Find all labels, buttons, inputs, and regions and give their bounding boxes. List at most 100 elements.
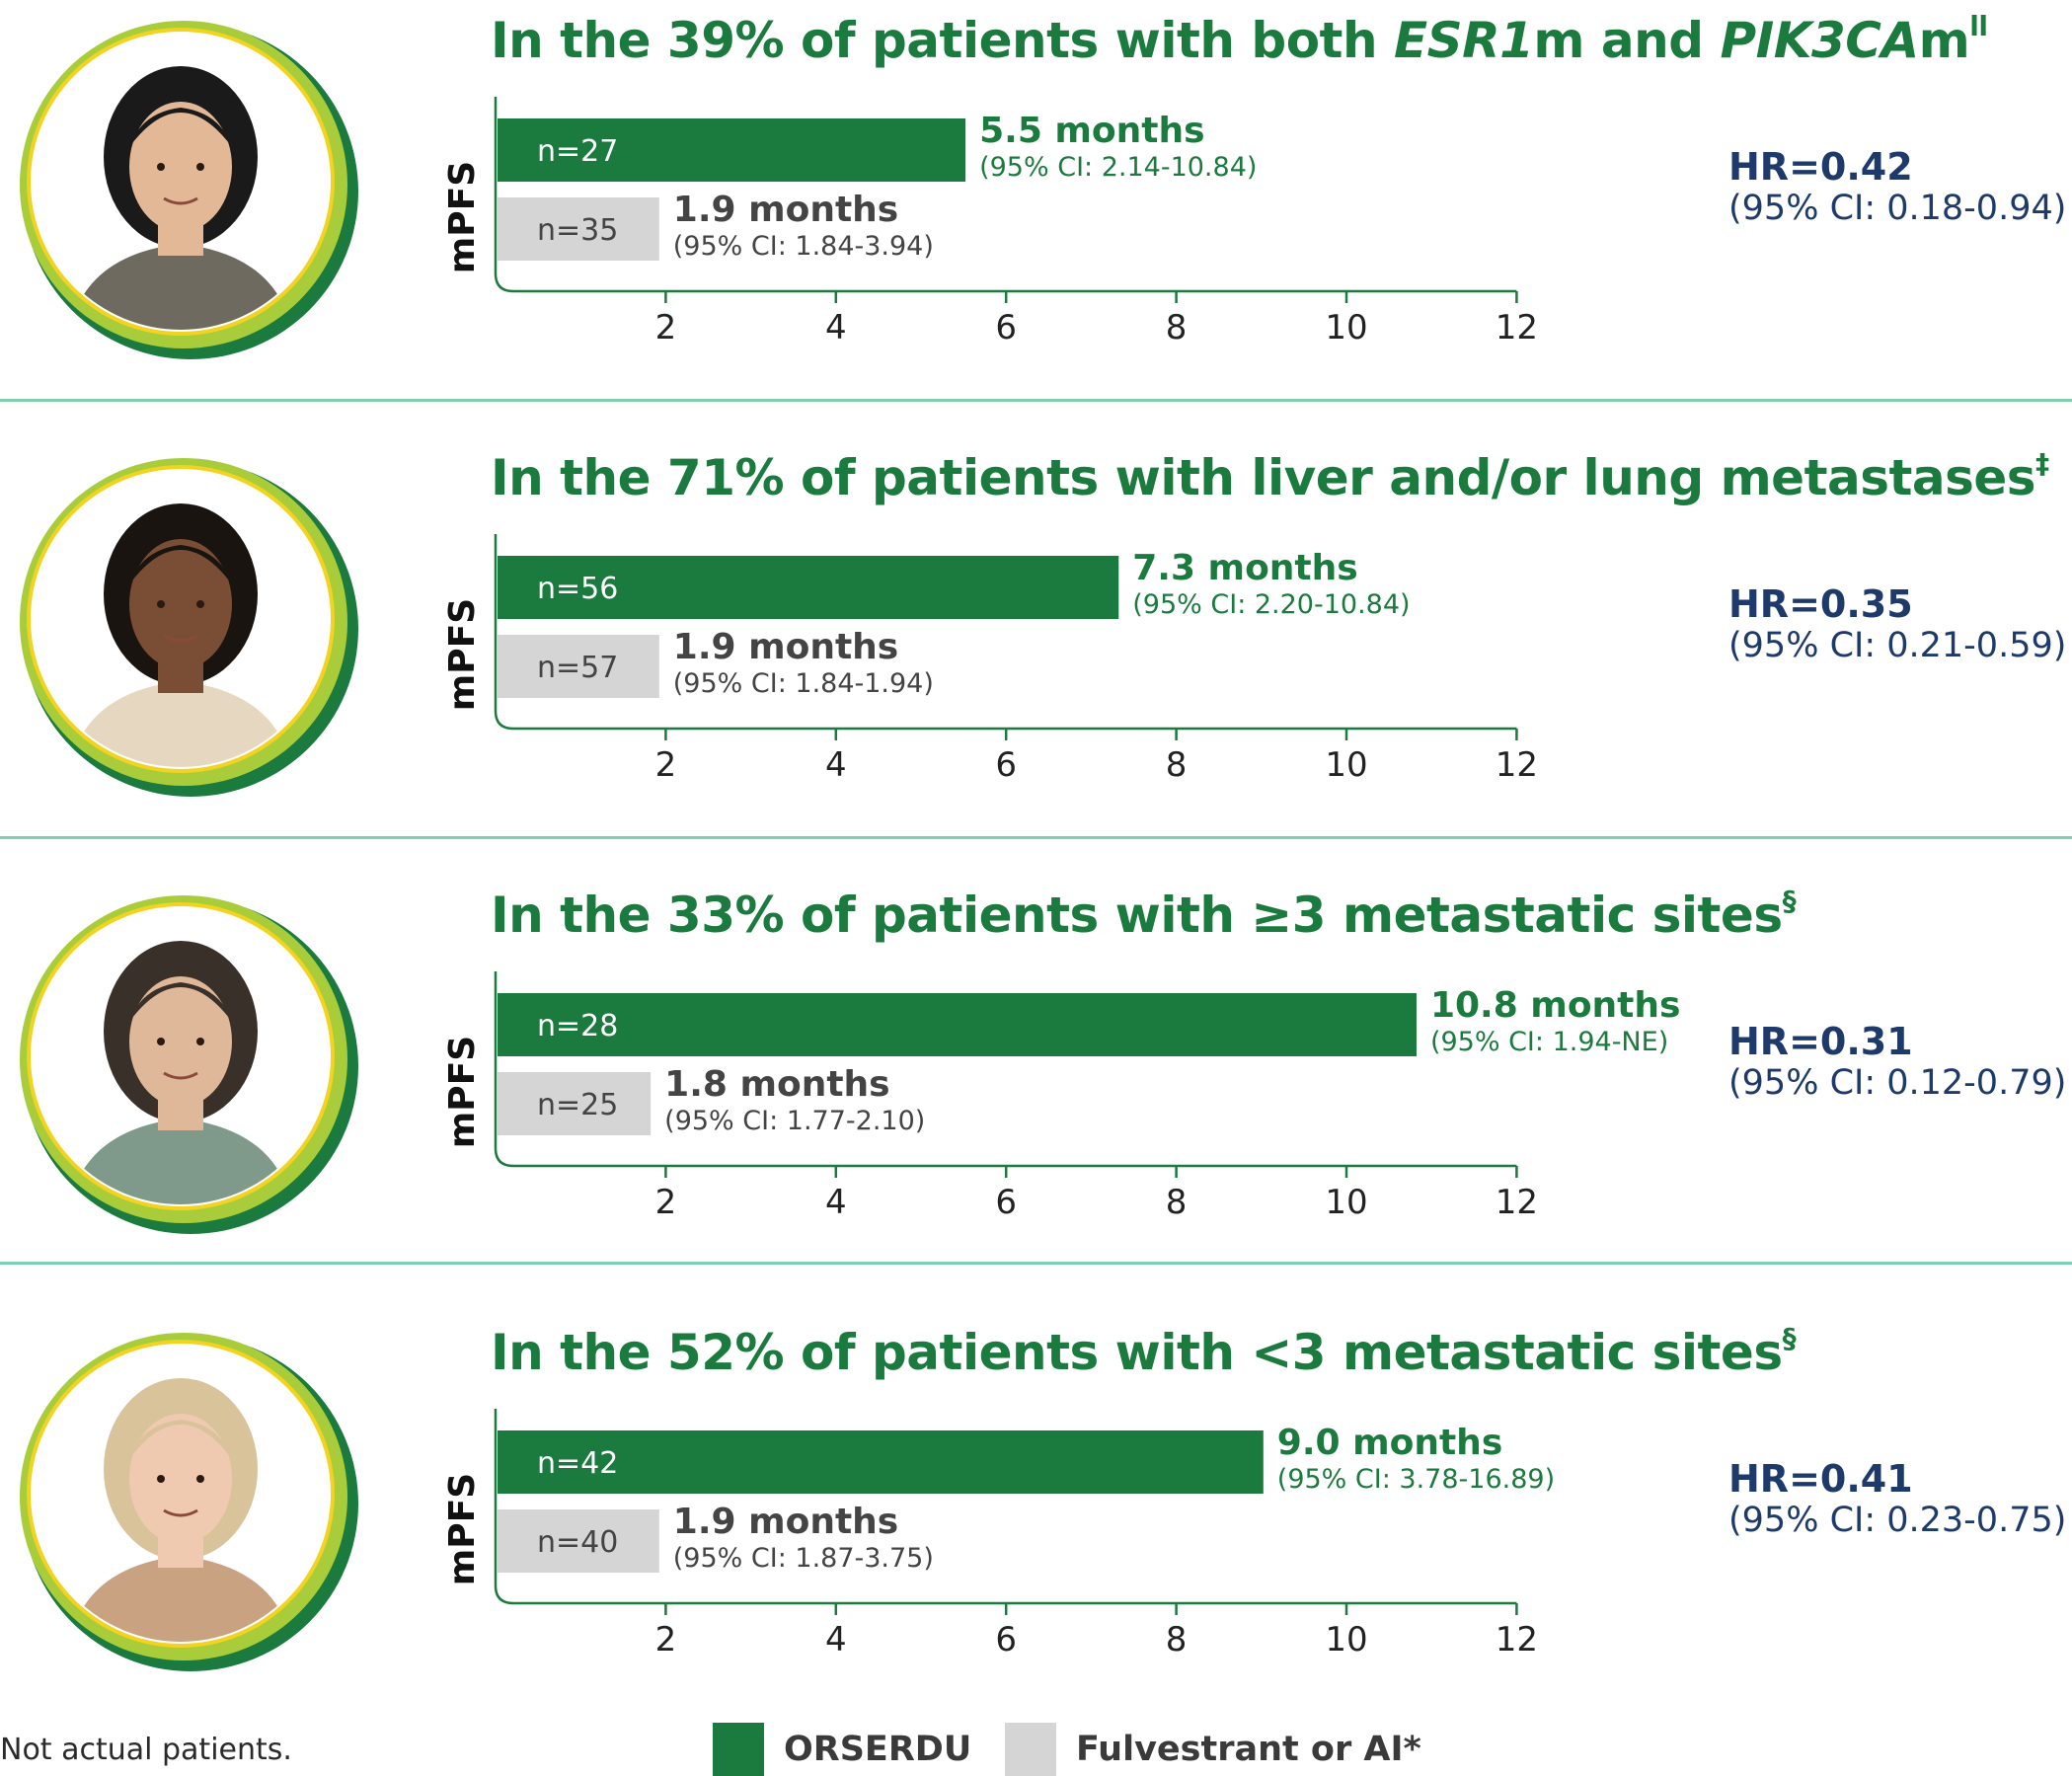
bar-n-label: n=35 bbox=[537, 213, 618, 248]
patient-photo bbox=[20, 458, 358, 797]
x-tick-label: 6 bbox=[995, 1620, 1017, 1660]
legend-swatch-orserdu bbox=[713, 1723, 764, 1776]
x-tick-label: 4 bbox=[825, 308, 847, 347]
legend-orserdu: ORSERDU bbox=[713, 1723, 971, 1776]
eye-left bbox=[157, 1038, 165, 1045]
y-axis-label: mPFS bbox=[442, 598, 483, 711]
bar-value-label: 5.5 months bbox=[979, 111, 1204, 151]
bar-ci-label: (95% CI: 2.14-10.84) bbox=[979, 152, 1257, 183]
hazard-ratio-block: HR=0.41 (95% CI: 0.23-0.75) bbox=[1728, 1458, 2067, 1541]
eye-right bbox=[196, 1038, 204, 1045]
title-fragment: PIK3CA bbox=[1720, 12, 1919, 69]
title-fragment: In the 52% of patients with <3 metastati… bbox=[491, 1324, 1783, 1381]
bar-ci-label: (95% CI: 2.20-10.84) bbox=[1132, 589, 1410, 620]
hazard-ratio-value: HR=0.31 bbox=[1728, 1020, 1913, 1063]
bar-orserdu bbox=[498, 1430, 1264, 1494]
panel-title: In the 39% of patients with both ESR1m a… bbox=[491, 10, 1988, 69]
x-tick-label: 4 bbox=[825, 1183, 847, 1222]
eye-left bbox=[157, 163, 165, 171]
hazard-ratio-value: HR=0.42 bbox=[1728, 145, 1913, 189]
bar-orserdu bbox=[498, 556, 1119, 619]
eye-right bbox=[196, 600, 204, 608]
legend-label-comparator: Fulvestrant or AI* bbox=[1076, 1730, 1421, 1769]
hazard-ratio-ci: (95% CI: 0.23-0.75) bbox=[1728, 1501, 2067, 1540]
face bbox=[129, 102, 232, 232]
x-tick-label: 6 bbox=[995, 745, 1017, 785]
x-tick-label: 2 bbox=[655, 1183, 677, 1222]
hazard-ratio-block: HR=0.35 (95% CI: 0.21-0.59) bbox=[1728, 582, 2066, 666]
y-axis-label: mPFS bbox=[442, 1473, 483, 1585]
panel-title: In the 71% of patients with liver and/or… bbox=[491, 447, 2049, 506]
eye-right bbox=[196, 163, 204, 171]
face bbox=[129, 539, 232, 669]
bar-n-label: n=25 bbox=[537, 1088, 618, 1122]
bar-ci-label: (95% CI: 1.94-NE) bbox=[1430, 1027, 1668, 1057]
axis-line bbox=[494, 971, 1517, 1168]
eye-right bbox=[196, 1475, 204, 1483]
patient-photo bbox=[20, 21, 358, 359]
legend-comparator: Fulvestrant or AI* bbox=[1005, 1723, 1421, 1776]
mouth bbox=[163, 1508, 198, 1517]
hair-fringe bbox=[129, 108, 232, 147]
x-tick-label: 8 bbox=[1166, 1183, 1188, 1222]
x-tick-label: 2 bbox=[655, 308, 677, 347]
bar-value-label: 1.8 months bbox=[664, 1064, 889, 1105]
face bbox=[129, 1414, 232, 1544]
bar-ci-label: (95% CI: 1.84-3.94) bbox=[673, 231, 934, 262]
y-axis-label: mPFS bbox=[442, 1036, 483, 1148]
title-fragment: ll bbox=[1969, 10, 1988, 43]
x-tick-label: 2 bbox=[655, 1620, 677, 1660]
subgroup-panel: In the 52% of patients with <3 metastati… bbox=[0, 1312, 2072, 1749]
subgroup-panel: In the 71% of patients with liver and/or… bbox=[0, 437, 2072, 875]
hair-fringe bbox=[129, 982, 232, 1022]
hazard-ratio-value: HR=0.35 bbox=[1728, 582, 1913, 626]
hazard-ratio-block: HR=0.31 (95% CI: 0.12-0.79) bbox=[1728, 1020, 2066, 1104]
bar-value-label: 1.9 months bbox=[673, 190, 898, 230]
bar-n-label: n=42 bbox=[537, 1446, 618, 1481]
bar-value-label: 9.0 months bbox=[1277, 1423, 1502, 1463]
x-tick-label: 4 bbox=[825, 1620, 847, 1660]
x-tick-label: 10 bbox=[1325, 1183, 1367, 1222]
subgroup-panel: In the 39% of patients with both ESR1m a… bbox=[0, 0, 2072, 437]
x-tick-label: 10 bbox=[1325, 745, 1367, 785]
face bbox=[129, 976, 232, 1107]
title-fragment: m bbox=[1918, 12, 1970, 69]
hazard-ratio-ci: (95% CI: 0.18-0.94) bbox=[1728, 189, 2067, 228]
x-tick-label: 6 bbox=[995, 308, 1017, 347]
bar-n-label: n=28 bbox=[537, 1009, 618, 1043]
y-axis-label: mPFS bbox=[442, 161, 483, 273]
bar-comparator bbox=[498, 1072, 652, 1135]
mpfs-chart: mPFS 2 4 6 8 10 12 n=27 5.5 months(95% CI: 2.14-… bbox=[442, 97, 1538, 347]
mpfs-chart: mPFS 2 4 6 8 10 12 n=56 7.3 months(95% CI: 2.20-… bbox=[442, 534, 1538, 785]
bar-n-label: n=27 bbox=[537, 134, 618, 169]
mouth bbox=[163, 1071, 198, 1080]
mpfs-chart: mPFS 2 4 6 8 10 12 n=28 10.8 months(95% CI: 1.94… bbox=[442, 971, 1680, 1222]
axis-line bbox=[494, 1409, 1517, 1605]
mpfs-chart: mPFS 2 4 6 8 10 12 n=42 9.0 months(95% CI: 3.78-… bbox=[442, 1409, 1555, 1660]
title-fragment: In the 33% of patients with ≥3 metastati… bbox=[491, 887, 1783, 944]
mouth bbox=[163, 196, 198, 205]
title-fragment: § bbox=[1782, 885, 1797, 918]
bar-orserdu bbox=[498, 993, 1417, 1056]
x-tick-label: 12 bbox=[1496, 745, 1538, 785]
bar-ci-label: (95% CI: 1.77-2.10) bbox=[664, 1106, 925, 1136]
disclaimer-note: Not actual patients. bbox=[0, 1733, 292, 1767]
x-tick-label: 4 bbox=[825, 745, 847, 785]
bar-value-label: 10.8 months bbox=[1430, 985, 1681, 1026]
title-fragment: m and bbox=[1533, 12, 1721, 69]
title-fragment: § bbox=[1782, 1322, 1797, 1355]
patient-photo bbox=[20, 895, 358, 1234]
bar-comparator bbox=[498, 635, 659, 698]
patient-photo bbox=[20, 1333, 358, 1671]
bar-comparator bbox=[498, 1509, 659, 1573]
bar-n-label: n=57 bbox=[537, 651, 618, 685]
x-tick-label: 2 bbox=[655, 745, 677, 785]
bar-orserdu bbox=[498, 118, 966, 182]
bar-value-label: 1.9 months bbox=[673, 627, 898, 667]
panel-title: In the 52% of patients with <3 metastati… bbox=[491, 1322, 1797, 1381]
x-tick-label: 8 bbox=[1166, 745, 1188, 785]
title-fragment: ‡ bbox=[2035, 447, 2049, 481]
panel-divider bbox=[0, 836, 2072, 839]
bar-ci-label: (95% CI: 1.87-3.75) bbox=[673, 1543, 934, 1574]
bar-ci-label: (95% CI: 3.78-16.89) bbox=[1277, 1464, 1555, 1495]
